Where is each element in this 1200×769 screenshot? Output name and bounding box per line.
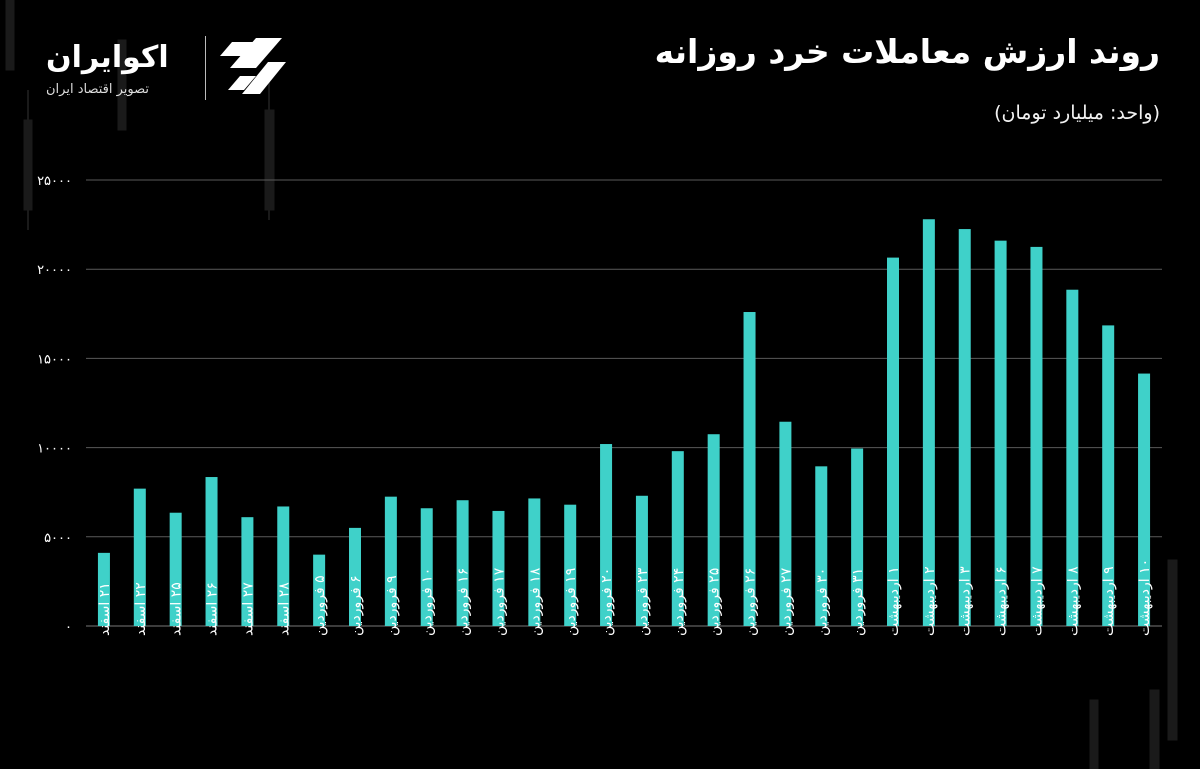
x-tick-label: ۱۰ فروردین [420,568,436,636]
x-tick-label: ۲۰ فروردین [599,568,615,636]
x-tick-label: ۲۱ اسفند [97,582,113,636]
x-tick-label: ۷ اردیبهشت [1029,566,1045,636]
bar [169,512,182,626]
x-tick-label: ۹ فروردین [384,575,400,636]
bar [635,495,648,626]
logo-name: اکوایران [46,40,169,75]
x-tick-label: ۲۵ اسفند [169,582,185,636]
chart-title: روند ارزش معاملات خرد روزانه [654,32,1160,71]
x-tick-label: ۲ اردیبهشت [922,566,938,636]
bar [994,240,1007,626]
bar [815,466,828,626]
bar [671,451,684,626]
x-tick-label: ۲۵ فروردین [707,568,723,636]
x-tick-label: ۲۶ فروردین [743,568,759,636]
x-tick-label: ۲۲ اسفند [133,582,149,636]
x-tick-label: ۱۹ فروردین [563,568,579,636]
bar [133,488,146,626]
bar [313,554,326,626]
x-tick-label: ۲۳ فروردین [635,567,651,636]
x-tick-label: ۲۴ فروردین [671,568,687,636]
ecoiran-logo: اکوایران تصویر اقتصاد ایران [40,30,300,110]
bar [528,498,541,626]
bar [707,434,720,626]
x-tick-label: ۹ اردیبهشت [1101,566,1117,636]
logo-tagline: تصویر اقتصاد ایران [46,82,149,97]
bar [958,229,971,626]
x-tick-label: ۸ اردیبهشت [1065,566,1081,636]
bar [600,444,613,626]
y-tick-label: ۲۰۰۰۰ [37,263,72,278]
x-tick-label: ۱ اردیبهشت [886,566,902,636]
bar [1066,289,1079,626]
x-tick-label: ۲۷ فروردین [778,567,794,636]
bar [349,527,361,626]
y-tick-label: ۰ [65,620,72,635]
chart-subtitle: (واحد: میلیارد تومان) [994,102,1160,124]
x-tick-label: ۲۶ اسفند [205,582,221,636]
x-tick-label: ۲۷ اسفند [240,582,256,636]
bar [1030,246,1043,626]
logo-mark-icon [220,38,286,94]
x-tick-label: ۳ اردیبهشت [958,566,974,636]
logo-divider [205,36,206,100]
bar [1138,373,1151,626]
bar [420,508,433,626]
x-tick-label: ۲۸ اسفند [276,582,292,636]
bar [241,517,254,626]
x-tick-label: ۱۷ فروردین [491,567,507,636]
x-tick-label: ۵ فروردین [312,575,328,636]
bar [456,500,469,626]
bar [1102,325,1115,626]
bar [384,496,397,626]
y-tick-label: ۱۵۰۰۰ [37,352,72,367]
bar [97,552,110,626]
bar [205,477,218,626]
bar [492,510,505,626]
x-tick-label: ۱۸ فروردین [527,567,543,636]
bar [779,421,792,626]
x-tick-label: ۱۰ اردیبهشت [1137,559,1153,636]
bar [743,312,756,626]
y-tick-label: ۵۰۰۰ [44,531,72,546]
bar [564,504,577,626]
x-tick-label: ۳۱ فروردین [850,568,866,636]
bar [277,506,290,626]
x-tick-label: ۶ اردیبهشت [994,566,1010,636]
bar [851,448,864,626]
bar [922,219,935,627]
x-tick-label: ۳۰ فروردین [814,568,830,636]
y-tick-label: ۱۰۰۰۰ [37,442,72,457]
x-tick-label: ۶ فروردین [348,575,364,636]
bar [887,257,899,626]
y-tick-label: ۲۵۰۰۰ [37,174,72,189]
x-tick-label: ۱۶ فروردین [456,568,472,636]
